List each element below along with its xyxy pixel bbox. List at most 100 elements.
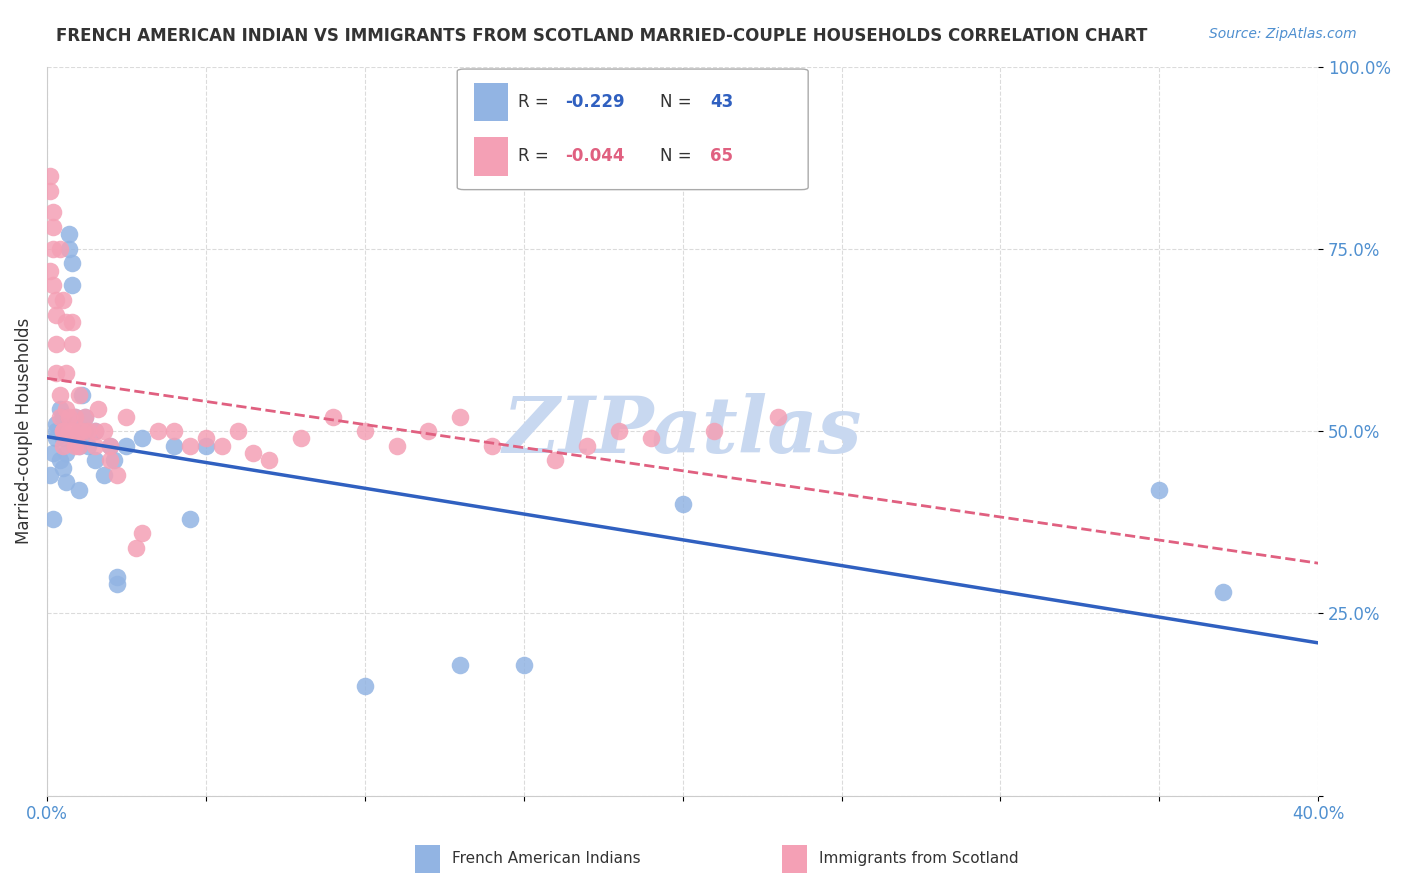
Point bbox=[481, 439, 503, 453]
Point bbox=[163, 424, 186, 438]
Point bbox=[83, 439, 105, 453]
Point bbox=[42, 220, 65, 235]
Point bbox=[115, 439, 138, 453]
Point bbox=[115, 409, 138, 424]
Point bbox=[418, 424, 440, 438]
Point bbox=[353, 679, 375, 693]
Point bbox=[60, 336, 83, 351]
Point bbox=[77, 439, 100, 453]
Point bbox=[67, 424, 90, 438]
Point bbox=[58, 227, 80, 242]
Point bbox=[1149, 483, 1171, 497]
Point bbox=[290, 432, 312, 446]
Point bbox=[67, 439, 90, 453]
Bar bbox=[415, 845, 440, 872]
Point bbox=[48, 388, 70, 402]
Text: R =: R = bbox=[517, 93, 554, 111]
Point bbox=[60, 315, 83, 329]
Point bbox=[67, 388, 90, 402]
Point bbox=[179, 511, 201, 525]
Point bbox=[48, 409, 70, 424]
Point bbox=[105, 570, 128, 584]
Point bbox=[105, 577, 128, 591]
Point bbox=[60, 424, 83, 438]
Point bbox=[607, 424, 630, 438]
Point bbox=[512, 657, 534, 672]
Point bbox=[77, 424, 100, 438]
Point bbox=[60, 278, 83, 293]
Point bbox=[52, 293, 75, 307]
Point bbox=[42, 242, 65, 256]
Point bbox=[48, 453, 70, 467]
Point bbox=[52, 409, 75, 424]
Point bbox=[39, 169, 62, 183]
Point bbox=[65, 439, 87, 453]
Point bbox=[45, 293, 67, 307]
Point bbox=[45, 366, 67, 380]
Point bbox=[87, 402, 110, 417]
Point bbox=[385, 439, 408, 453]
Point bbox=[353, 424, 375, 438]
Point bbox=[449, 409, 471, 424]
Point bbox=[544, 453, 567, 467]
Point bbox=[766, 409, 789, 424]
Point bbox=[45, 424, 67, 438]
Text: -0.044: -0.044 bbox=[565, 147, 624, 165]
Point bbox=[52, 460, 75, 475]
Point bbox=[55, 366, 77, 380]
Point bbox=[194, 432, 217, 446]
Point bbox=[52, 432, 75, 446]
Point bbox=[703, 424, 725, 438]
Point bbox=[576, 439, 599, 453]
Text: N =: N = bbox=[659, 147, 696, 165]
Point bbox=[100, 439, 122, 453]
Text: R =: R = bbox=[517, 147, 554, 165]
Point bbox=[39, 264, 62, 278]
Point bbox=[48, 402, 70, 417]
Point bbox=[52, 439, 75, 453]
Point bbox=[58, 424, 80, 438]
Point bbox=[194, 439, 217, 453]
Text: French American Indians: French American Indians bbox=[453, 851, 641, 866]
Point bbox=[52, 424, 75, 438]
Point bbox=[163, 439, 186, 453]
Y-axis label: Married-couple Households: Married-couple Households bbox=[15, 318, 32, 544]
Point bbox=[1212, 584, 1234, 599]
Point bbox=[100, 439, 122, 453]
Text: ZIPatlas: ZIPatlas bbox=[503, 393, 862, 469]
Point bbox=[73, 424, 96, 438]
Point bbox=[83, 424, 105, 438]
Point bbox=[42, 278, 65, 293]
Point bbox=[58, 409, 80, 424]
Point bbox=[65, 409, 87, 424]
Bar bbox=[474, 137, 508, 176]
Point bbox=[83, 424, 105, 438]
Point bbox=[73, 409, 96, 424]
Point bbox=[39, 467, 62, 482]
Point bbox=[179, 439, 201, 453]
Point bbox=[55, 315, 77, 329]
Point bbox=[93, 424, 115, 438]
Point bbox=[52, 424, 75, 438]
Point bbox=[640, 432, 662, 446]
Point bbox=[55, 446, 77, 460]
Point bbox=[259, 453, 281, 467]
Point bbox=[67, 483, 90, 497]
Point bbox=[146, 424, 169, 438]
Point bbox=[242, 446, 264, 460]
Point bbox=[45, 336, 67, 351]
Bar bbox=[782, 845, 807, 872]
Point bbox=[45, 308, 67, 322]
FancyBboxPatch shape bbox=[457, 69, 808, 190]
Point bbox=[67, 439, 90, 453]
Point bbox=[48, 242, 70, 256]
Text: 43: 43 bbox=[710, 93, 734, 111]
Point bbox=[73, 409, 96, 424]
Point bbox=[105, 467, 128, 482]
Point bbox=[65, 409, 87, 424]
Point bbox=[42, 446, 65, 460]
Point bbox=[211, 439, 233, 453]
Point bbox=[58, 242, 80, 256]
Point bbox=[45, 432, 67, 446]
Point bbox=[449, 657, 471, 672]
